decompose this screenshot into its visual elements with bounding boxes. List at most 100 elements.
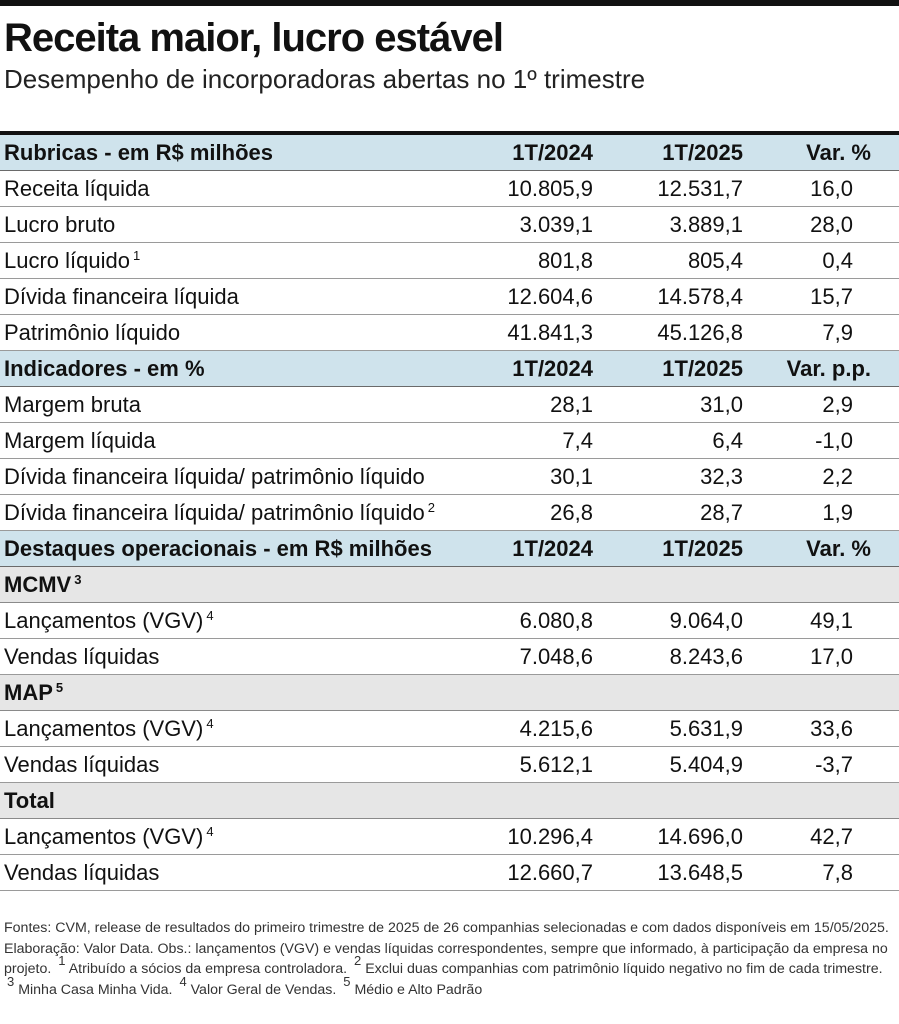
footnote-ref: 2 xyxy=(427,500,435,515)
footnote-text: Valor Geral de Vendas. xyxy=(190,981,337,998)
table-row: Receita líquida 10.805,9 12.531,7 16,0 xyxy=(0,171,899,207)
value-var: 7,8 xyxy=(822,860,853,885)
footnote-marker: 5 xyxy=(343,973,351,989)
value-var: 0,4 xyxy=(822,248,853,273)
value-2024: 30,1 xyxy=(550,464,593,489)
table-row: Dívida financeira líquida 12.604,6 14.57… xyxy=(0,279,899,315)
value-2024: 12.604,6 xyxy=(507,284,593,309)
table-row: Vendas líquidas 12.660,7 13.648,5 7,8 xyxy=(0,855,899,891)
row-label: Dívida financeira líquida/ patrimônio lí… xyxy=(4,464,425,489)
footnote-marker: 3 xyxy=(7,973,15,989)
row-label: Dívida financeira líquida/ patrimônio lí… xyxy=(4,500,425,525)
table-row: Margem bruta 28,1 31,0 2,9 xyxy=(0,387,899,423)
value-var: 49,1 xyxy=(810,608,853,633)
header-col-var: Var. % xyxy=(806,536,871,561)
data-table: Rubricas - em R$ milhões 1T/2024 1T/2025… xyxy=(0,135,899,891)
value-2024: 801,8 xyxy=(537,248,593,273)
value-var: 7,9 xyxy=(822,320,853,345)
value-var: 2,2 xyxy=(822,464,853,489)
group-header-mcmv: MCMV 3 xyxy=(0,567,899,603)
value-2025: 6,4 xyxy=(712,428,743,453)
value-2025: 31,0 xyxy=(700,392,743,417)
value-2024: 5.612,1 xyxy=(519,752,593,777)
header-label: Destaques operacionais - em R$ milhões xyxy=(4,536,432,561)
table-row: Dívida financeira líquida/ patrimônio lí… xyxy=(0,495,899,531)
value-2024: 10.805,9 xyxy=(507,176,593,201)
value-var: -1,0 xyxy=(815,428,853,453)
value-var: 1,9 xyxy=(822,500,853,525)
footnote-ref: 4 xyxy=(206,608,214,623)
value-2025: 32,3 xyxy=(700,464,743,489)
value-var: 28,0 xyxy=(810,212,853,237)
value-var: 33,6 xyxy=(810,716,853,741)
header-col-2024: 1T/2024 xyxy=(512,356,593,381)
value-var: 17,0 xyxy=(810,644,853,669)
table-row: Lançamentos (VGV) 4 10.296,4 14.696,0 42,… xyxy=(0,819,899,855)
section-header-rubricas: Rubricas - em R$ milhões 1T/2024 1T/2025… xyxy=(0,135,899,171)
section-header-indicadores: Indicadores - em % 1T/2024 1T/2025 Var. … xyxy=(0,351,899,387)
value-var: -3,7 xyxy=(815,752,853,777)
footnote-ref: 4 xyxy=(206,824,214,839)
table-row: Vendas líquidas 7.048,6 8.243,6 17,0 xyxy=(0,639,899,675)
value-var: 42,7 xyxy=(810,824,853,849)
footnotes: Fontes: CVM, release de resultados do pr… xyxy=(4,918,894,1000)
row-label: Lançamentos (VGV) xyxy=(4,824,204,849)
value-2025: 5.404,9 xyxy=(669,752,743,777)
row-label: Vendas líquidas xyxy=(4,752,160,777)
group-label: MCMV xyxy=(4,572,72,597)
value-2025: 805,4 xyxy=(687,248,743,273)
footnote-text: Atribuído a sócios da empresa controlado… xyxy=(68,961,348,977)
value-2024: 7.048,6 xyxy=(519,644,593,669)
header-col-2025: 1T/2025 xyxy=(662,356,743,381)
value-2025: 9.064,0 xyxy=(669,608,743,633)
group-label: MAP xyxy=(4,680,53,705)
footnote-marker: 1 xyxy=(58,953,66,968)
value-2024: 26,8 xyxy=(550,500,593,525)
header-label: Indicadores - em % xyxy=(4,356,205,381)
group-label: Total xyxy=(4,788,55,813)
row-label: Lançamentos (VGV) xyxy=(4,716,204,741)
row-label: Patrimônio líquido xyxy=(4,320,181,345)
section-header-destaques: Destaques operacionais - em R$ milhões 1… xyxy=(0,531,899,567)
header-col-var: Var. p.p. xyxy=(786,356,871,381)
table-row: Vendas líquidas 5.612,1 5.404,9 -3,7 xyxy=(0,747,899,783)
header-col-2025: 1T/2025 xyxy=(662,536,743,561)
row-label: Receita líquida xyxy=(4,176,150,201)
page-title: Receita maior, lucro estável xyxy=(4,16,504,60)
row-label: Dívida financeira líquida xyxy=(4,284,239,309)
header-col-2024: 1T/2024 xyxy=(512,536,593,561)
row-label: Vendas líquidas xyxy=(4,860,160,885)
value-var: 15,7 xyxy=(810,284,853,309)
top-rule xyxy=(0,0,899,6)
value-2025: 45.126,8 xyxy=(657,320,743,345)
row-label: Vendas líquidas xyxy=(4,644,160,669)
value-2024: 4.215,6 xyxy=(519,716,593,741)
row-label: Lucro bruto xyxy=(4,212,116,237)
value-2024: 41.841,3 xyxy=(507,320,593,345)
footnote-marker: 4 xyxy=(179,973,187,989)
value-2025: 5.631,9 xyxy=(669,716,743,741)
table-row: Lucro bruto 3.039,1 3.889,1 28,0 xyxy=(0,207,899,243)
value-2025: 12.531,7 xyxy=(657,176,743,201)
header-col-2024: 1T/2024 xyxy=(512,140,593,165)
value-2024: 7,4 xyxy=(562,428,593,453)
value-2025: 3.889,1 xyxy=(669,212,743,237)
footnote-text: Médio e Alto Padrão xyxy=(354,981,483,998)
header-col-var: Var. % xyxy=(806,140,871,165)
value-var: 2,9 xyxy=(822,392,853,417)
group-header-map: MAP 5 xyxy=(0,675,899,711)
row-label: Lucro líquido xyxy=(4,248,130,273)
header-col-2025: 1T/2025 xyxy=(662,140,743,165)
table-row: Patrimônio líquido 41.841,3 45.126,8 7,9 xyxy=(0,315,899,351)
footnote-marker: 2 xyxy=(354,953,362,968)
footnote-ref: 5 xyxy=(55,680,64,695)
table-row: Margem líquida 7,4 6,4 -1,0 xyxy=(0,423,899,459)
value-2024: 28,1 xyxy=(550,392,593,417)
table-row: Lucro líquido 1 801,8 805,4 0,4 xyxy=(0,243,899,279)
value-var: 16,0 xyxy=(810,176,853,201)
footnote-text: Minha Casa Minha Vida. xyxy=(18,981,173,998)
value-2024: 10.296,4 xyxy=(507,824,593,849)
footnote-text: Exclui duas companhias com patrimônio lí… xyxy=(365,961,883,977)
table-row: Lançamentos (VGV) 4 4.215,6 5.631,9 33,6 xyxy=(0,711,899,747)
value-2024: 6.080,8 xyxy=(519,608,593,633)
